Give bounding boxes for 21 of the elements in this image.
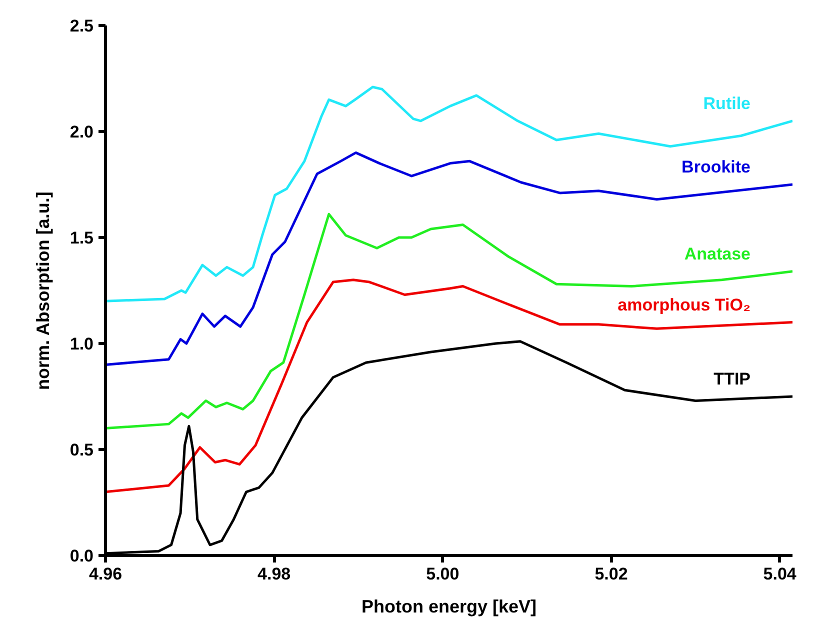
x-tick-label: 4.96 bbox=[88, 564, 122, 584]
series-label: Rutile bbox=[703, 94, 751, 113]
x-axis-title: Photon energy [keV] bbox=[361, 596, 537, 616]
y-tick-label: 2.5 bbox=[70, 16, 94, 36]
y-tick-label: 0.5 bbox=[70, 440, 94, 460]
y-tick-label: 1.0 bbox=[70, 334, 94, 354]
series-label: amorphous TiO₂ bbox=[618, 295, 751, 314]
series-label: Anatase bbox=[684, 244, 750, 264]
series-label: TTIP bbox=[714, 370, 751, 388]
y-tick-label: 2.0 bbox=[70, 122, 94, 142]
line-series bbox=[106, 212, 792, 430]
x-tick-label: 4.98 bbox=[258, 564, 291, 584]
y-tick-label: 0.0 bbox=[70, 546, 94, 566]
series-label: Brookite bbox=[682, 158, 751, 176]
x-tick-label: 5.04 bbox=[763, 564, 797, 584]
y-axis-title: norm. Absorption [a.u.] bbox=[32, 192, 53, 390]
x-tick-label: 5.00 bbox=[426, 564, 460, 584]
line-series bbox=[106, 278, 792, 494]
y-tick-label: 1.5 bbox=[70, 228, 94, 248]
line-series bbox=[106, 151, 792, 366]
x-tick-label: 5.02 bbox=[594, 564, 628, 584]
